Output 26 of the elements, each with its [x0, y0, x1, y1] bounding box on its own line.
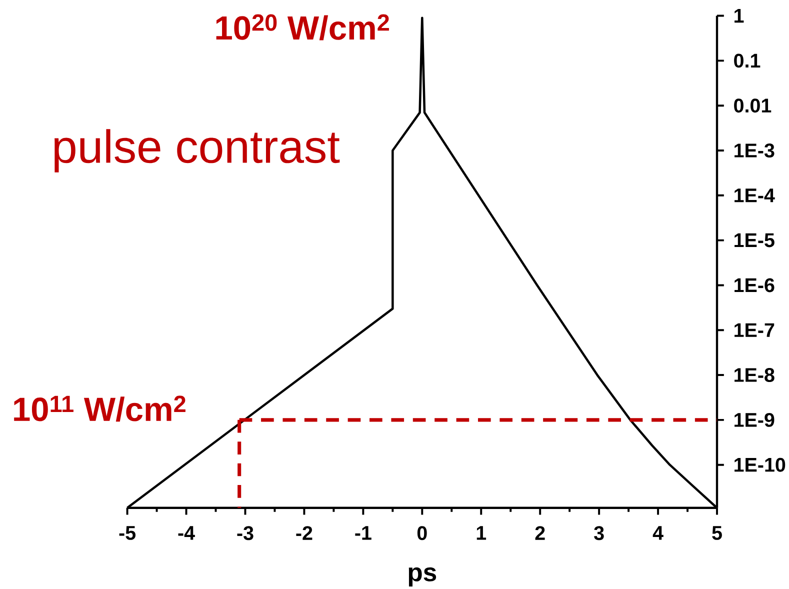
x-tick-label: -4	[178, 526, 195, 540]
x-tick-label: -3	[237, 526, 254, 540]
x-tick-label: -1	[355, 526, 372, 540]
y-tick-label: 1E-8	[734, 368, 774, 382]
x-tick-label: 3	[594, 526, 604, 540]
y-tick-label: 0.1	[734, 54, 760, 68]
y-tick-label: 0.01	[734, 98, 772, 113]
y-tick-label: 1	[734, 9, 744, 23]
x-tick-label: 0	[417, 526, 427, 540]
x-tick-label: 2	[535, 526, 545, 540]
y-tick-label: 1E-10	[734, 458, 786, 472]
ref-line-label: 10$^{11}$ W/cm$^{2}$	[14, 396, 186, 422]
x-tick-label: -5	[119, 526, 136, 540]
x-tick-label: -2	[296, 526, 312, 540]
y-tick-label: 1E-4	[734, 188, 775, 202]
y-tick-label: 1E-5	[734, 234, 774, 248]
x-tick-label: 4	[652, 526, 664, 540]
y-tick-label: 1E-7	[734, 323, 774, 338]
annotation: 10$^{20}$ W/cm$^{2}$	[216, 14, 389, 40]
y-tick-label: 1E-3	[734, 144, 774, 158]
text: pulse contrast	[54, 129, 340, 172]
y-tick-label: 1E-9	[734, 413, 774, 428]
x-tick-label: 5	[712, 526, 722, 540]
x-axis-title: ps	[408, 567, 436, 587]
x-tick-label: 1	[476, 526, 486, 540]
y-tick-label: 1E-6	[734, 278, 774, 292]
